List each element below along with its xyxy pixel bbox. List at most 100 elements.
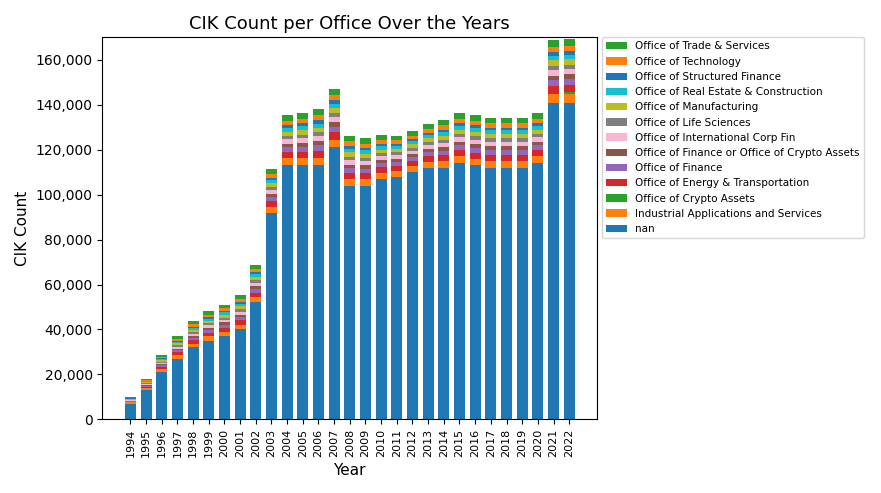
Bar [391, 162, 403, 166]
Bar [516, 168, 528, 420]
Bar [454, 126, 465, 130]
Bar [548, 56, 559, 61]
Bar [548, 40, 559, 47]
Bar [204, 321, 214, 323]
Bar [313, 128, 324, 133]
Bar [204, 323, 214, 325]
Bar [313, 137, 324, 141]
Bar [516, 155, 528, 161]
Bar [329, 89, 339, 95]
Bar [234, 299, 246, 302]
Bar [516, 146, 528, 150]
Bar [391, 176, 403, 420]
Bar [282, 121, 292, 125]
Bar [454, 163, 465, 420]
Bar [470, 125, 481, 128]
Bar [501, 161, 512, 168]
Bar [266, 183, 277, 187]
Bar [156, 363, 167, 364]
Bar [266, 197, 277, 201]
Bar [344, 173, 355, 179]
Bar [564, 46, 574, 51]
Bar [485, 155, 496, 161]
Bar [156, 365, 167, 367]
Bar [423, 156, 433, 162]
Bar [141, 382, 152, 383]
Bar [564, 69, 574, 74]
Bar [532, 119, 544, 123]
Bar [423, 133, 433, 135]
Bar [439, 168, 449, 420]
Bar [564, 39, 574, 46]
Bar [266, 207, 277, 212]
Bar [218, 332, 230, 336]
Bar [266, 180, 277, 183]
Bar [329, 108, 339, 113]
Bar [423, 162, 433, 168]
Bar [564, 51, 574, 55]
Bar [266, 201, 277, 207]
Bar [297, 113, 308, 119]
Bar [234, 302, 246, 304]
Bar [234, 315, 246, 317]
Bar [218, 328, 230, 332]
Bar [360, 154, 371, 158]
Bar [234, 310, 246, 312]
Bar [234, 329, 246, 420]
Bar [407, 166, 418, 172]
Bar [297, 152, 308, 158]
Bar [266, 174, 277, 178]
Bar [375, 173, 387, 179]
Bar [548, 94, 559, 103]
Bar [375, 140, 387, 144]
Bar [360, 169, 371, 173]
Bar [156, 369, 167, 372]
Bar [188, 334, 198, 336]
Bar [470, 115, 481, 121]
Bar [439, 125, 449, 130]
Bar [407, 136, 418, 139]
Bar [439, 150, 449, 155]
Bar [470, 136, 481, 140]
Bar [391, 140, 403, 144]
Bar [501, 128, 512, 131]
Bar [218, 322, 230, 324]
Bar [282, 136, 292, 140]
Bar [532, 156, 544, 163]
Bar [188, 332, 198, 334]
Bar [204, 336, 214, 341]
Bar [344, 149, 355, 152]
Bar [156, 372, 167, 420]
Bar [423, 149, 433, 152]
Bar [125, 404, 136, 420]
Bar [501, 146, 512, 150]
Bar [485, 123, 496, 128]
Bar [360, 150, 371, 154]
Bar [485, 168, 496, 420]
Bar [548, 75, 559, 80]
Bar [470, 144, 481, 148]
Bar [218, 319, 230, 322]
Bar [391, 144, 403, 146]
Bar [250, 293, 262, 297]
Bar [454, 113, 465, 119]
Bar [454, 145, 465, 150]
Bar [344, 186, 355, 420]
Bar [454, 134, 465, 138]
Bar [439, 120, 449, 125]
Bar [532, 126, 544, 130]
Bar [188, 344, 198, 348]
Bar [234, 295, 246, 299]
Bar [501, 123, 512, 128]
Bar [375, 156, 387, 160]
Bar [234, 312, 246, 315]
Bar [375, 160, 387, 163]
Bar [313, 133, 324, 137]
Bar [470, 140, 481, 144]
Bar [485, 131, 496, 134]
Bar [172, 339, 183, 341]
Bar [282, 158, 292, 166]
Bar [188, 328, 198, 330]
Bar [439, 143, 449, 147]
Bar [470, 121, 481, 125]
